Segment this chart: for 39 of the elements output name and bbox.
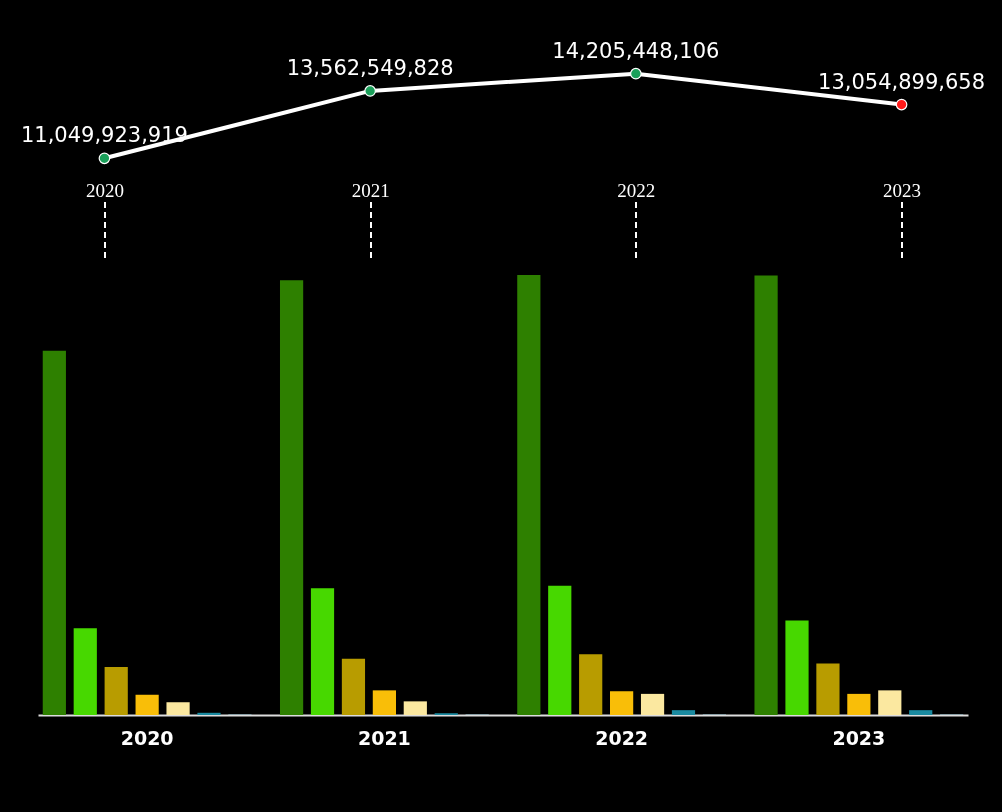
bar — [816, 663, 840, 715]
bar — [847, 693, 871, 715]
bar — [42, 350, 66, 715]
bar — [610, 691, 634, 715]
bar — [197, 712, 221, 715]
x-tick-label: 2022 — [595, 726, 649, 749]
x-tick-label: 2020 — [120, 726, 174, 749]
x-tick-label: 2021 — [351, 179, 390, 201]
bar — [878, 690, 902, 715]
bar — [548, 585, 572, 715]
point — [98, 152, 111, 165]
point — [364, 85, 376, 97]
bar — [517, 275, 541, 715]
data-label: 11,049,923,919 — [20, 123, 188, 148]
bar — [671, 710, 696, 715]
data-label: 13,054,899,658 — [818, 69, 986, 94]
bar — [73, 628, 97, 715]
bar — [579, 654, 603, 715]
bar — [341, 658, 366, 715]
bar — [785, 620, 809, 715]
bar — [372, 690, 396, 715]
bar — [279, 280, 304, 715]
x-tick-label: 2021 — [357, 726, 411, 749]
point — [630, 67, 642, 80]
bar — [104, 667, 128, 715]
bar — [909, 710, 933, 715]
bar — [754, 275, 778, 715]
bar — [135, 694, 159, 715]
x-tick-label: 2020 — [85, 179, 124, 201]
point — [895, 98, 908, 111]
x-tick-label: 2023 — [832, 726, 886, 749]
bar — [640, 693, 665, 715]
bar — [310, 588, 335, 715]
bar — [403, 701, 427, 715]
x-tick-label: 2023 — [883, 179, 922, 201]
data-label: 13,562,549,828 — [286, 55, 454, 80]
x-tick-label: 2022 — [617, 179, 656, 201]
data-label: 14,205,448,106 — [552, 38, 720, 63]
bar — [166, 702, 190, 715]
